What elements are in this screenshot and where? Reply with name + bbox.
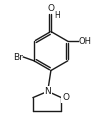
Text: OH: OH xyxy=(79,37,92,46)
Text: O: O xyxy=(48,4,55,13)
Text: Br: Br xyxy=(13,53,23,61)
Text: O: O xyxy=(62,93,69,102)
Text: N: N xyxy=(44,87,51,96)
Text: H: H xyxy=(54,11,60,20)
